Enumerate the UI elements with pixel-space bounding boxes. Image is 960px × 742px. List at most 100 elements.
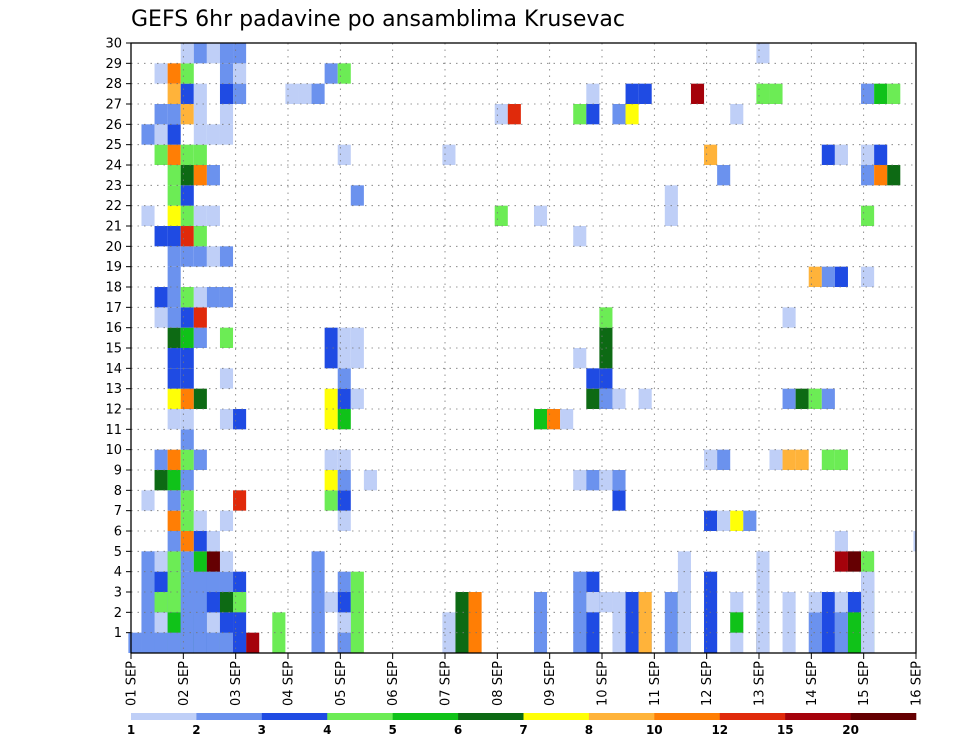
heatmap-cell: [586, 104, 600, 125]
colorbar-swatch: [131, 713, 197, 720]
heatmap-cell: [233, 43, 247, 64]
heatmap-cell: [180, 83, 194, 104]
x-axis: 01 SEP 02 SEP 03 SEP 04 SEP 05 SEP 06 SEP 07 S…: [125, 653, 925, 706]
heatmap-cell: [821, 388, 835, 409]
heatmap-cell: [233, 63, 247, 84]
heatmap-cell: [206, 205, 220, 226]
heatmap-cell: [167, 287, 181, 308]
heatmap-cell: [599, 368, 613, 389]
heatmap-cell: [874, 83, 888, 104]
colorbar-label: 6: [454, 723, 462, 737]
heatmap-cell: [625, 592, 639, 653]
heatmap-cell: [573, 104, 587, 125]
heatmap-cell: [219, 104, 234, 125]
heatmap-cell: [219, 551, 234, 572]
heatmap-cell: [599, 470, 613, 491]
x-tick-label: 15 SEP: [857, 661, 872, 706]
heatmap-cell: [154, 307, 168, 328]
heatmap-cell: [690, 83, 705, 104]
heatmap-cell: [612, 388, 626, 409]
colorbar-swatch: [523, 713, 590, 720]
heatmap-cell: [442, 144, 456, 165]
heatmap-cell: [219, 124, 234, 145]
heatmap-cell: [324, 327, 338, 348]
heatmap-cell: [507, 104, 521, 125]
heatmap-cell: [180, 43, 194, 64]
heatmap-cell: [730, 104, 744, 125]
heatmap-cell: [664, 592, 678, 653]
x-tick-label: 07 SEP: [439, 661, 454, 706]
colorbar-label: 8: [585, 723, 593, 737]
heatmap-cell: [782, 449, 796, 470]
heatmap-cell: [494, 104, 508, 125]
x-tick-label: 01 SEP: [125, 661, 140, 706]
heatmap-cell: [494, 205, 508, 226]
heatmap-cell: [193, 226, 207, 247]
heatmap-cell: [167, 327, 181, 348]
heatmap-cell: [193, 165, 207, 186]
heatmap-cell: [219, 83, 234, 104]
y-tick-label: 2: [114, 606, 122, 621]
y-tick-label: 26: [105, 118, 122, 133]
heatmap-cell: [180, 104, 194, 125]
heatmap-cell: [337, 409, 351, 430]
heatmap-cell: [167, 612, 181, 633]
y-tick-label: 21: [105, 220, 122, 235]
heatmap-cell: [573, 470, 587, 491]
heatmap-cell: [219, 246, 234, 267]
heatmap-cell: [193, 43, 207, 64]
heatmap-cell: [533, 592, 548, 653]
heatmap-cell: [847, 551, 862, 572]
x-tick-label: 03 SEP: [229, 661, 244, 706]
heatmap-cell: [167, 83, 181, 104]
heatmap-cell: [180, 144, 194, 165]
x-tick-label: 02 SEP: [177, 661, 192, 706]
heatmap-cell: [167, 124, 181, 145]
heatmap-cell: [154, 449, 168, 470]
heatmap-cell: [180, 165, 194, 186]
y-tick-label: 20: [105, 240, 122, 255]
heatmap-cell: [167, 409, 181, 430]
heatmap-cell: [821, 449, 835, 470]
heatmap-cell: [206, 43, 220, 64]
heatmap-cell: [455, 592, 469, 653]
heatmap-cell: [167, 205, 181, 226]
heatmap-cell: [337, 470, 351, 491]
heatmap-cell: [206, 124, 220, 145]
heatmap-cell: [233, 592, 247, 613]
x-tick-label: 06 SEP: [386, 661, 401, 706]
y-tick-label: 18: [105, 281, 122, 296]
heatmap-cell: [324, 470, 338, 491]
heatmap-cell: [167, 185, 181, 206]
heatmap-cell: [180, 612, 194, 633]
heatmap-cell: [193, 571, 207, 592]
y-tick-label: 28: [105, 77, 122, 92]
y-tick-label: 17: [105, 301, 122, 316]
heatmap-cell: [533, 205, 548, 226]
heatmap-cell: [717, 510, 731, 531]
heatmap-cell: [193, 510, 207, 531]
heatmap-cell: [167, 531, 181, 552]
heatmap-cell: [834, 592, 848, 613]
colorbar-label: 15: [777, 723, 794, 737]
heatmap-cell: [180, 327, 194, 348]
heatmap-cell: [206, 551, 220, 572]
heatmap-cell: [141, 551, 155, 653]
heatmap-cell: [625, 83, 639, 104]
heatmap-cell: [769, 449, 783, 470]
heatmap-cell: [167, 144, 181, 165]
grid-lines: [131, 43, 916, 653]
heatmap-cell: [821, 592, 835, 653]
colorbar-label: 2: [192, 723, 200, 737]
heatmap-cell: [468, 592, 482, 653]
heatmap-cell: [193, 144, 207, 165]
y-tick-label: 15: [105, 342, 122, 357]
y-tick-label: 25: [105, 138, 122, 153]
heatmap-cell: [219, 510, 234, 531]
chart-title: GEFS 6hr padavine po ansamblima Krusevac: [131, 7, 625, 32]
x-tick-label: 12 SEP: [700, 661, 715, 706]
heatmap-cell: [350, 185, 364, 206]
y-tick-label: 1: [114, 626, 122, 641]
colorbar-label: 12: [711, 723, 728, 737]
heatmap-cell: [586, 388, 600, 409]
